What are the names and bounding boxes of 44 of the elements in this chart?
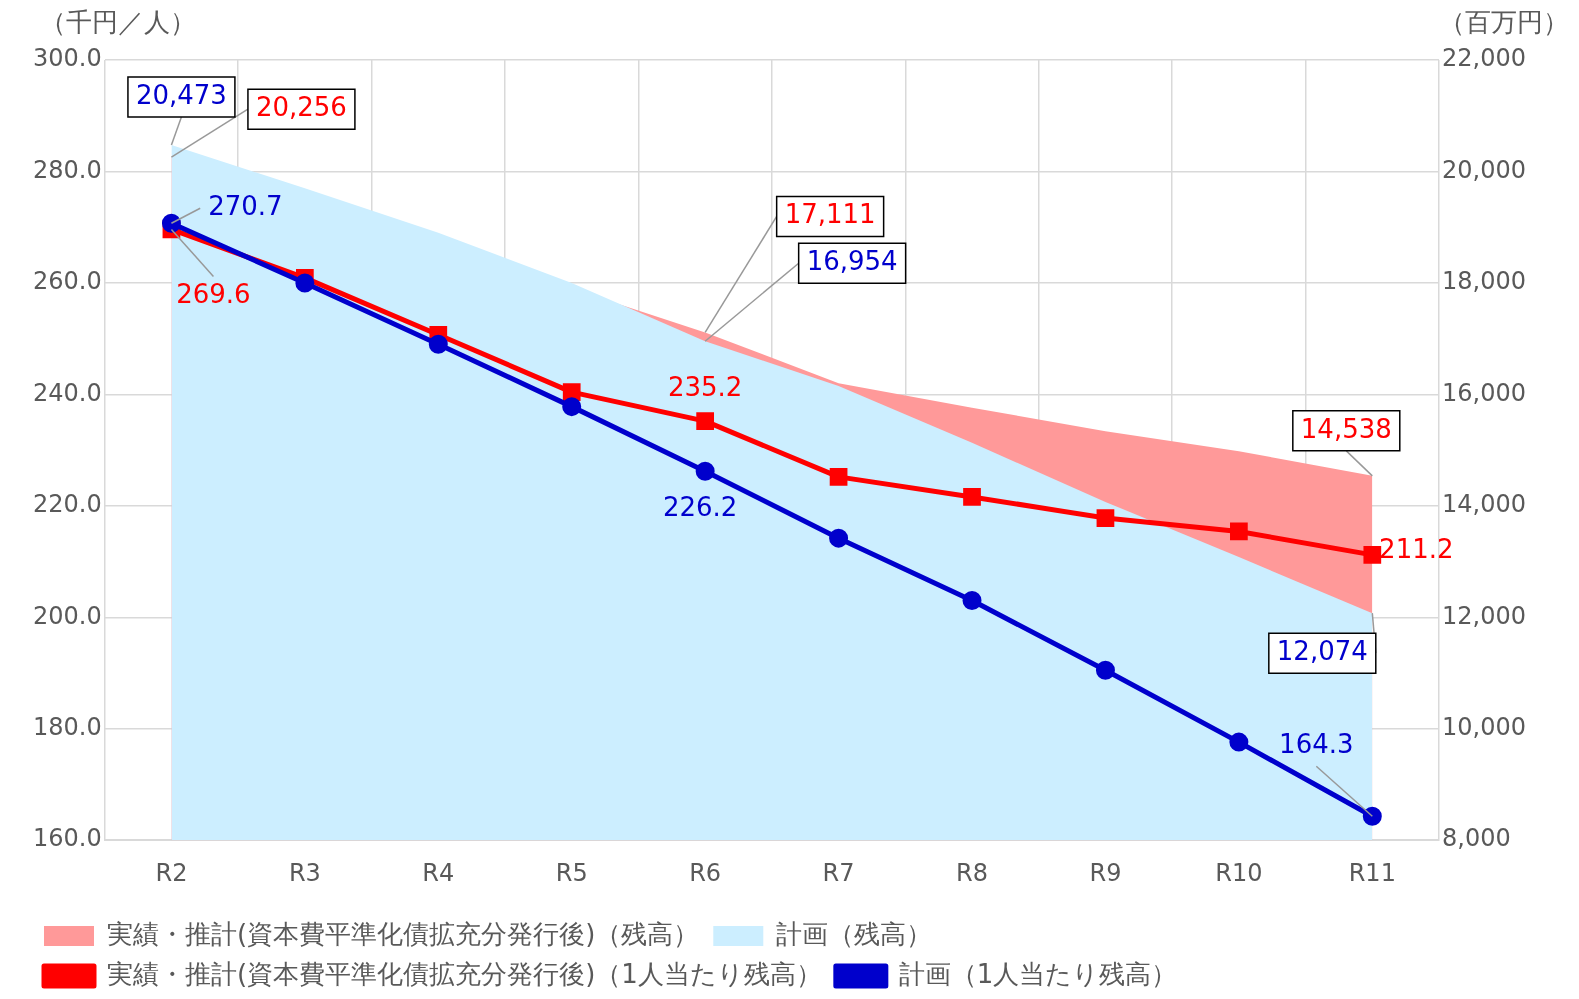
x-tick-label: R9: [1089, 858, 1122, 887]
y2-tick-label: 16,000: [1442, 378, 1527, 407]
data-label: 211.2: [1379, 533, 1454, 564]
data-label: 12,074: [1276, 635, 1368, 666]
legend-label: 実績・推計(資本費平準化債拡充分発行後)（残高）: [107, 918, 700, 949]
data-label: 16,954: [806, 245, 898, 276]
y-tick-label: 200.0: [32, 601, 102, 630]
x-tick-label: R2: [155, 858, 188, 887]
y2-tick-label: 18,000: [1442, 267, 1527, 296]
x-tick-label: R6: [689, 858, 722, 887]
y-tick-label: 240.0: [32, 378, 102, 407]
legend-label: 計画（1人当たり残高）: [898, 958, 1178, 989]
data-label: 164.3: [1279, 728, 1354, 759]
y2-tick-label: 12,000: [1442, 601, 1527, 630]
y2-tick-label: 22,000: [1442, 44, 1527, 73]
legend-label: 計画（残高）: [776, 918, 933, 949]
data-label: 20,473: [135, 79, 227, 110]
x-tick-label: R7: [822, 858, 855, 887]
y-tick-label: 160.0: [32, 824, 102, 853]
data-label: 17,111: [784, 199, 876, 230]
data-label: 226.2: [662, 492, 738, 523]
y2-tick-label: 14,000: [1442, 490, 1527, 519]
y-axis-title: （千円／人）: [40, 6, 196, 37]
x-tick-label: R3: [288, 858, 321, 887]
y-tick-label: 260.0: [32, 267, 102, 296]
data-label: 20,256: [255, 91, 347, 122]
x-tick-label: R10: [1215, 858, 1263, 887]
x-tick-label: R4: [422, 858, 455, 887]
x-tick-label: R8: [956, 858, 988, 887]
y-tick-label: 220.0: [32, 490, 102, 519]
y2-tick-label: 8,000: [1442, 824, 1511, 853]
y-tick-label: 280.0: [32, 155, 102, 184]
legend-label: 実績・推計(資本費平準化債拡充分発行後)（1人当たり残高）: [107, 958, 822, 989]
data-label: 270.7: [208, 191, 283, 222]
data-label: 269.6: [176, 279, 251, 310]
y-tick-label: 180.0: [32, 712, 102, 741]
y2-axis-title: （百万円）: [1439, 6, 1569, 37]
data-label: 235.2: [667, 371, 743, 402]
x-tick-label: R5: [555, 858, 588, 887]
y-tick-label: 300.0: [32, 44, 102, 73]
x-tick-label: R11: [1348, 858, 1396, 887]
y2-tick-label: 20,000: [1442, 155, 1527, 184]
data-label: 14,538: [1300, 413, 1392, 444]
y2-tick-label: 10,000: [1442, 712, 1527, 741]
